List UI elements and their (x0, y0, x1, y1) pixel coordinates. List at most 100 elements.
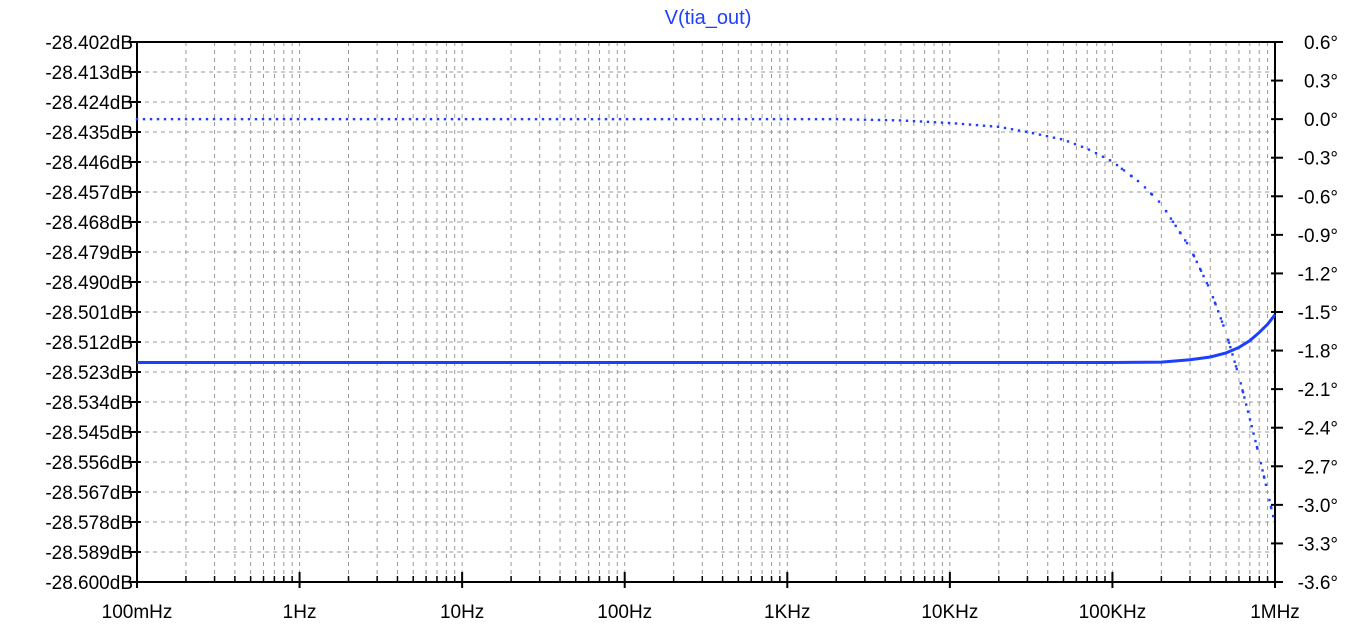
y-left-tick-label: -28.402dB (45, 33, 133, 54)
x-tick-label: 10KHz (921, 602, 978, 623)
phase-point (1150, 192, 1153, 195)
phase-point (1066, 140, 1070, 143)
magnitude-trace (137, 313, 1277, 364)
phase-point (1031, 131, 1035, 135)
y-left-tick-label: -28.545dB (45, 423, 133, 444)
phase-point (219, 117, 223, 121)
phase-point (730, 117, 734, 121)
phase-point (471, 117, 475, 121)
phase-point (562, 117, 566, 121)
y-left-tick-label: -28.501dB (45, 303, 133, 324)
phase-point (261, 117, 265, 121)
phase-point (1214, 303, 1217, 306)
phase-point (688, 117, 692, 121)
y-right-tick-label: -0.6° (1298, 187, 1338, 208)
phase-point (639, 117, 643, 121)
phase-point (744, 117, 748, 121)
phase-point (660, 117, 664, 121)
phase-point (163, 117, 167, 121)
phase-point (485, 117, 489, 121)
phase-point (1003, 126, 1007, 130)
phase-point (1174, 224, 1177, 228)
phase-point (191, 117, 195, 121)
x-tick-label: 100Hz (597, 602, 652, 623)
phase-point (534, 117, 538, 121)
phase-point (1244, 403, 1248, 406)
phase-point (877, 118, 881, 122)
phase-point (513, 117, 517, 121)
x-tick-label: 100KHz (1079, 602, 1147, 623)
series (135, 117, 1277, 518)
phase-point (436, 117, 440, 121)
y-left-tick-label: -28.600dB (45, 573, 133, 594)
y-right-tick-label: -1.5° (1298, 303, 1338, 324)
phase-point (856, 118, 860, 121)
y-left-tick-label: -28.523dB (45, 363, 133, 384)
phase-point (1101, 155, 1105, 158)
phase-point (380, 117, 384, 121)
phase-point (1250, 424, 1253, 428)
phase-point (1087, 148, 1091, 151)
phase-point (499, 117, 503, 121)
y-right-tick-label: -1.8° (1298, 342, 1338, 363)
phase-point (1136, 179, 1140, 183)
phase-point (541, 117, 545, 121)
phase-point (1115, 163, 1119, 167)
phase-point (772, 117, 776, 121)
phase-point (373, 117, 377, 121)
y-right-tick-label: -0.9° (1298, 226, 1338, 247)
phase-point (394, 117, 398, 121)
phase-point (1080, 145, 1084, 148)
phase-point (912, 119, 916, 123)
y-left-tick-label: -28.424dB (45, 93, 133, 114)
phase-point (800, 117, 804, 121)
phase-point (1219, 317, 1223, 320)
phase-point (625, 117, 629, 121)
axis-ticks (129, 41, 1283, 588)
phase-point (198, 117, 202, 121)
phase-point (352, 117, 356, 121)
y-right-tick-label: -3.0° (1298, 496, 1338, 517)
phase-point (1252, 432, 1255, 435)
phase-point (555, 117, 559, 121)
phase-point (359, 117, 363, 121)
y-right-tick-label: -1.2° (1298, 264, 1338, 285)
y-left-tick-label: -28.446dB (45, 153, 133, 174)
phase-point (345, 117, 349, 121)
phase-point (289, 117, 293, 121)
phase-point (982, 124, 986, 127)
x-tick-label: 100mHz (102, 602, 173, 623)
phase-point (1259, 462, 1263, 465)
phase-point (1270, 506, 1273, 510)
phase-point (254, 117, 258, 121)
phase-point (954, 122, 958, 125)
phase-point (674, 117, 678, 121)
phase-point (520, 117, 524, 121)
phase-point (1263, 476, 1266, 479)
phase-point (1010, 128, 1014, 131)
phase-point (135, 117, 139, 121)
phase-point (1231, 353, 1234, 356)
phase-point (835, 117, 839, 121)
phase-point (1169, 217, 1173, 220)
phase-point (170, 117, 174, 121)
phase-point (1122, 169, 1126, 172)
phase-point (1246, 410, 1250, 413)
y-right-tick-label: -2.1° (1298, 380, 1338, 401)
phase-point (1120, 167, 1124, 171)
phase-point (1227, 341, 1231, 344)
phase-point (1192, 254, 1196, 258)
phase-point (1220, 320, 1224, 323)
phase-point (317, 117, 321, 121)
phase-trace (135, 117, 1275, 518)
phase-point (828, 117, 832, 121)
phase-point (751, 117, 755, 121)
left-axis-labels: -28.402dB -28.413dB -28.424dB -28.435dB -28.… (45, 33, 133, 594)
phase-point (975, 123, 979, 127)
y-right-tick-label: 0.0° (1304, 110, 1338, 131)
phase-point (653, 117, 657, 121)
phase-point (926, 120, 930, 124)
phase-point (947, 121, 951, 125)
phase-point (1256, 447, 1259, 450)
phase-point (863, 118, 867, 121)
